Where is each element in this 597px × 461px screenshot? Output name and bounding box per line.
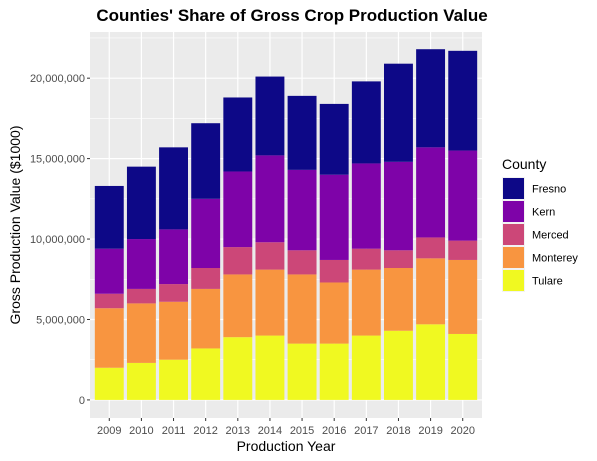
- bar-merced-2015: [287, 250, 317, 275]
- bar-tulare-2019: [416, 324, 446, 400]
- bar-tulare-2016: [319, 343, 349, 400]
- bar-fresno-2016: [319, 103, 349, 175]
- bar-merced-2012: [191, 268, 221, 289]
- chart-title: Counties' Share of Gross Crop Production…: [96, 6, 487, 25]
- bar-merced-2016: [319, 259, 349, 283]
- bar-fresno-2012: [191, 123, 221, 199]
- bar-fresno-2015: [287, 95, 317, 170]
- bar-kern-2013: [223, 171, 253, 248]
- bar-kern-2020: [448, 150, 478, 241]
- bar-tulare-2013: [223, 337, 253, 400]
- bar-monterey-2017: [351, 269, 381, 336]
- bar-kern-2019: [416, 147, 446, 238]
- bar-monterey-2011: [159, 301, 188, 360]
- bar-tulare-2011: [159, 359, 188, 400]
- bar-tulare-2015: [287, 343, 317, 400]
- legend-label-fresno: Fresno: [532, 184, 566, 196]
- bar-monterey-2015: [287, 274, 317, 344]
- bar-monterey-2014: [255, 269, 285, 336]
- bar-tulare-2009: [94, 367, 124, 400]
- y-tick-label: 20,000,000: [30, 73, 85, 85]
- bar-monterey-2012: [191, 288, 221, 349]
- x-tick-label: 2010: [129, 425, 153, 437]
- bar-kern-2016: [319, 174, 349, 260]
- bar-stacks: [94, 49, 478, 400]
- bar-merced-2018: [384, 250, 413, 269]
- bar-kern-2009: [94, 248, 124, 294]
- x-axis: 2009 2010 2011 2012 2013 2014 2015 2016 2017 2018…: [97, 418, 475, 437]
- legend-swatch-tulare: [503, 270, 524, 291]
- bar-fresno-2013: [223, 97, 253, 172]
- y-tick-label: 15,000,000: [30, 154, 85, 166]
- x-axis-title: Production Year: [237, 438, 336, 454]
- bar-merced-2011: [159, 284, 188, 302]
- x-tick-label: 2009: [97, 425, 121, 437]
- bar-merced-2010: [126, 288, 156, 304]
- bar-kern-2015: [287, 169, 317, 251]
- legend-swatch-fresno: [503, 178, 524, 199]
- bar-monterey-2018: [384, 268, 413, 331]
- x-tick-label: 2015: [290, 425, 314, 437]
- x-tick-label: 2011: [162, 425, 186, 437]
- bar-fresno-2009: [94, 185, 124, 249]
- bar-tulare-2012: [191, 348, 221, 400]
- bar-merced-2019: [416, 237, 446, 259]
- bar-kern-2018: [384, 161, 413, 251]
- bar-fresno-2011: [159, 147, 188, 230]
- bar-fresno-2019: [416, 49, 446, 148]
- y-axis-title: Gross Production Value ($1000): [7, 126, 23, 325]
- x-tick-label: 2014: [258, 425, 282, 437]
- bar-tulare-2014: [255, 335, 285, 400]
- legend-label-kern: Kern: [532, 207, 555, 219]
- x-tick-label: 2019: [418, 425, 442, 437]
- bar-fresno-2014: [255, 76, 285, 156]
- legend: County Fresno Kern Merced Monterey Tulare: [502, 156, 578, 292]
- bar-tulare-2017: [351, 335, 381, 400]
- x-tick-label: 2017: [354, 425, 378, 437]
- legend-title: County: [502, 156, 546, 172]
- legend-label-tulare: Tulare: [532, 276, 563, 288]
- bar-kern-2017: [351, 163, 381, 249]
- x-tick-label: 2013: [226, 425, 250, 437]
- bar-merced-2017: [351, 248, 381, 270]
- legend-label-monterey: Monterey: [532, 253, 578, 265]
- y-tick-label: 5,000,000: [36, 314, 85, 326]
- bar-monterey-2013: [223, 274, 253, 338]
- bar-fresno-2010: [126, 166, 156, 240]
- bar-kern-2011: [159, 229, 188, 285]
- bar-fresno-2020: [448, 50, 478, 151]
- legend-swatch-monterey: [503, 247, 524, 268]
- bar-monterey-2010: [126, 303, 156, 363]
- bar-fresno-2017: [351, 81, 381, 164]
- legend-swatch-kern: [503, 201, 524, 222]
- bar-merced-2014: [255, 242, 285, 270]
- x-tick-label: 2016: [322, 425, 346, 437]
- bar-kern-2012: [191, 198, 221, 269]
- x-tick-label: 2018: [386, 425, 410, 437]
- bar-tulare-2018: [384, 330, 413, 400]
- bar-monterey-2009: [94, 308, 124, 368]
- bar-merced-2020: [448, 240, 478, 260]
- bar-tulare-2010: [126, 362, 156, 400]
- legend-label-merced: Merced: [532, 230, 569, 242]
- bar-fresno-2018: [384, 63, 413, 162]
- bar-monterey-2016: [319, 282, 349, 344]
- y-tick-label: 10,000,000: [30, 234, 85, 246]
- bar-merced-2009: [94, 293, 124, 309]
- bar-merced-2013: [223, 247, 253, 275]
- x-tick-label: 2012: [193, 425, 217, 437]
- bar-kern-2010: [126, 239, 156, 289]
- bar-monterey-2020: [448, 259, 478, 334]
- x-tick-label: 2020: [450, 425, 474, 437]
- bar-tulare-2020: [448, 333, 478, 400]
- y-tick-label: 0: [79, 395, 85, 407]
- bar-monterey-2019: [416, 258, 446, 325]
- bar-kern-2014: [255, 155, 285, 243]
- y-axis: 0 5,000,000 10,000,000 15,000,000 20,000,000: [30, 73, 90, 407]
- legend-swatch-merced: [503, 224, 524, 245]
